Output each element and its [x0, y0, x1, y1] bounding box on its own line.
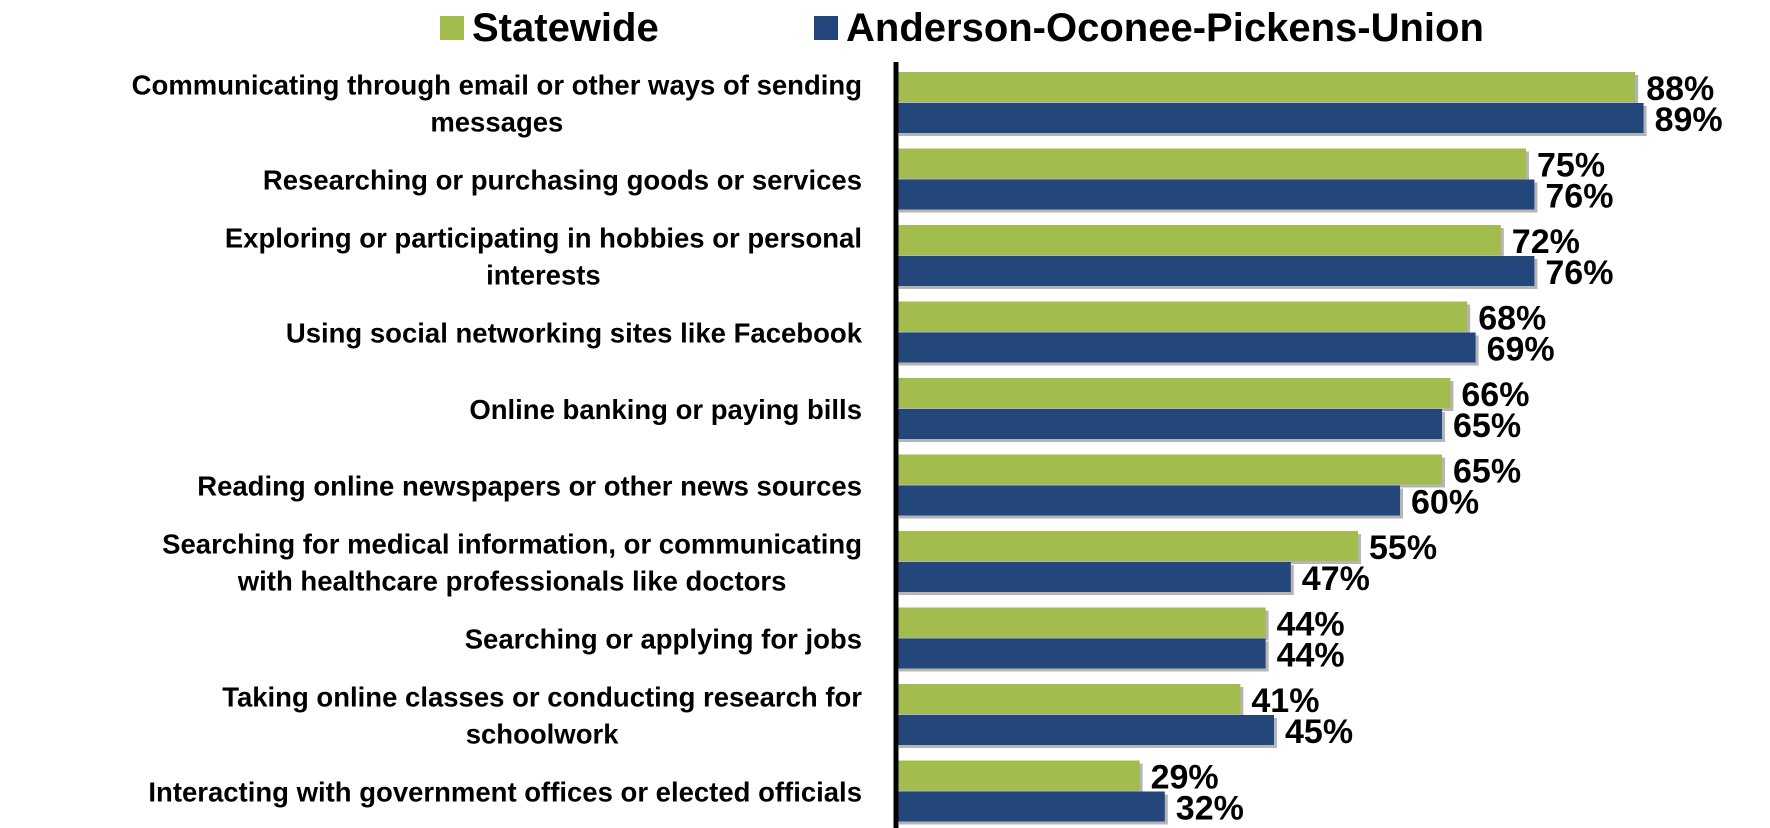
value-label-statewide: 66% [1461, 376, 1529, 414]
value-label-statewide: 88% [1646, 70, 1714, 108]
value-label-region: 44% [1277, 637, 1345, 675]
legend-label-statewide: Statewide [472, 5, 659, 50]
value-label-region: 65% [1453, 407, 1521, 445]
bar-statewide [896, 684, 1241, 714]
bar-region [896, 485, 1400, 516]
category-label: Using social networking sites like Faceb… [286, 318, 863, 349]
legend-item-region: Anderson-Oconee-Pickens-Union [814, 4, 1484, 52]
category-label-line: Searching for medical information, or co… [162, 529, 862, 560]
value-label-statewide: 55% [1369, 529, 1437, 567]
category-label-line: Online banking or paying bills [469, 394, 862, 425]
bar-region [896, 103, 1644, 133]
legend-swatch-statewide [440, 16, 464, 40]
legend: Statewide Anderson-Oconee-Pickens-Union [0, 0, 1770, 56]
category-label: Online banking or paying bills [469, 394, 862, 425]
category-label: Searching for medical information, or co… [162, 529, 862, 597]
category-label-line: Reading online newspapers or other news … [197, 471, 862, 502]
value-label-statewide: 29% [1151, 759, 1219, 797]
value-label-region: 69% [1487, 331, 1555, 369]
bar-region [896, 332, 1476, 363]
value-label-region: 60% [1411, 484, 1479, 522]
category-labels: Communicating through email or other way… [132, 70, 863, 808]
bar-statewide [896, 225, 1501, 255]
value-label-statewide: 72% [1512, 223, 1580, 261]
bar-statewide [896, 531, 1358, 561]
bar-statewide [896, 72, 1636, 102]
category-label: Searching or applying for jobs [465, 624, 862, 655]
value-label-region: 47% [1302, 560, 1370, 598]
bar-statewide [896, 148, 1526, 179]
category-label-line: Researching or purchasing goods or servi… [263, 165, 862, 196]
value-label-statewide: 44% [1277, 606, 1345, 644]
category-label-line: Exploring or participating in hobbies or… [225, 223, 862, 254]
category-label-line: with healthcare professionals like docto… [237, 566, 787, 597]
bar-statewide [896, 378, 1451, 408]
bar-region [896, 791, 1165, 822]
legend-item-statewide: Statewide [440, 4, 659, 52]
bar-statewide [896, 301, 1468, 332]
category-label-line: Searching or applying for jobs [465, 624, 862, 655]
legend-label-region: Anderson-Oconee-Pickens-Union [846, 5, 1484, 50]
legend-swatch-region [814, 16, 838, 40]
bars [896, 72, 1647, 825]
bar-statewide [896, 760, 1140, 791]
category-label-line: Using social networking sites like Faceb… [286, 318, 863, 349]
category-label-line: Interacting with government offices or e… [148, 777, 862, 808]
value-label-region: 32% [1176, 790, 1244, 828]
bar-statewide [896, 454, 1442, 485]
bar-statewide [896, 607, 1266, 638]
category-label: Researching or purchasing goods or servi… [263, 165, 862, 196]
value-label-statewide: 75% [1537, 147, 1605, 185]
bar-region [896, 409, 1442, 439]
category-label: Exploring or participating in hobbies or… [225, 223, 862, 291]
value-label-region: 76% [1545, 254, 1613, 292]
value-label-region: 76% [1545, 178, 1613, 216]
category-label-line: messages [430, 107, 563, 138]
category-label: Interacting with government offices or e… [148, 777, 862, 808]
bar-region [896, 562, 1291, 592]
bar-region [896, 256, 1535, 286]
value-label-region: 45% [1285, 713, 1353, 751]
value-label-region: 89% [1655, 101, 1723, 139]
category-label-line: interests [486, 260, 601, 291]
category-label: Reading online newspapers or other news … [197, 471, 862, 502]
bar-region [896, 638, 1266, 669]
category-label-line: Taking online classes or conducting rese… [222, 682, 862, 713]
category-label: Taking online classes or conducting rese… [222, 682, 862, 750]
bar-region [896, 715, 1274, 745]
value-labels: 88%89%75%76%72%76%68%69%66%65%65%60%55%4… [1151, 70, 1723, 828]
category-label-line: Communicating through email or other way… [132, 70, 862, 101]
value-label-statewide: 65% [1453, 453, 1521, 491]
bar-region [896, 179, 1535, 210]
value-label-statewide: 68% [1478, 300, 1546, 338]
category-label: Communicating through email or other way… [132, 70, 862, 138]
value-label-statewide: 41% [1251, 682, 1319, 720]
category-label-line: schoolwork [466, 719, 620, 750]
